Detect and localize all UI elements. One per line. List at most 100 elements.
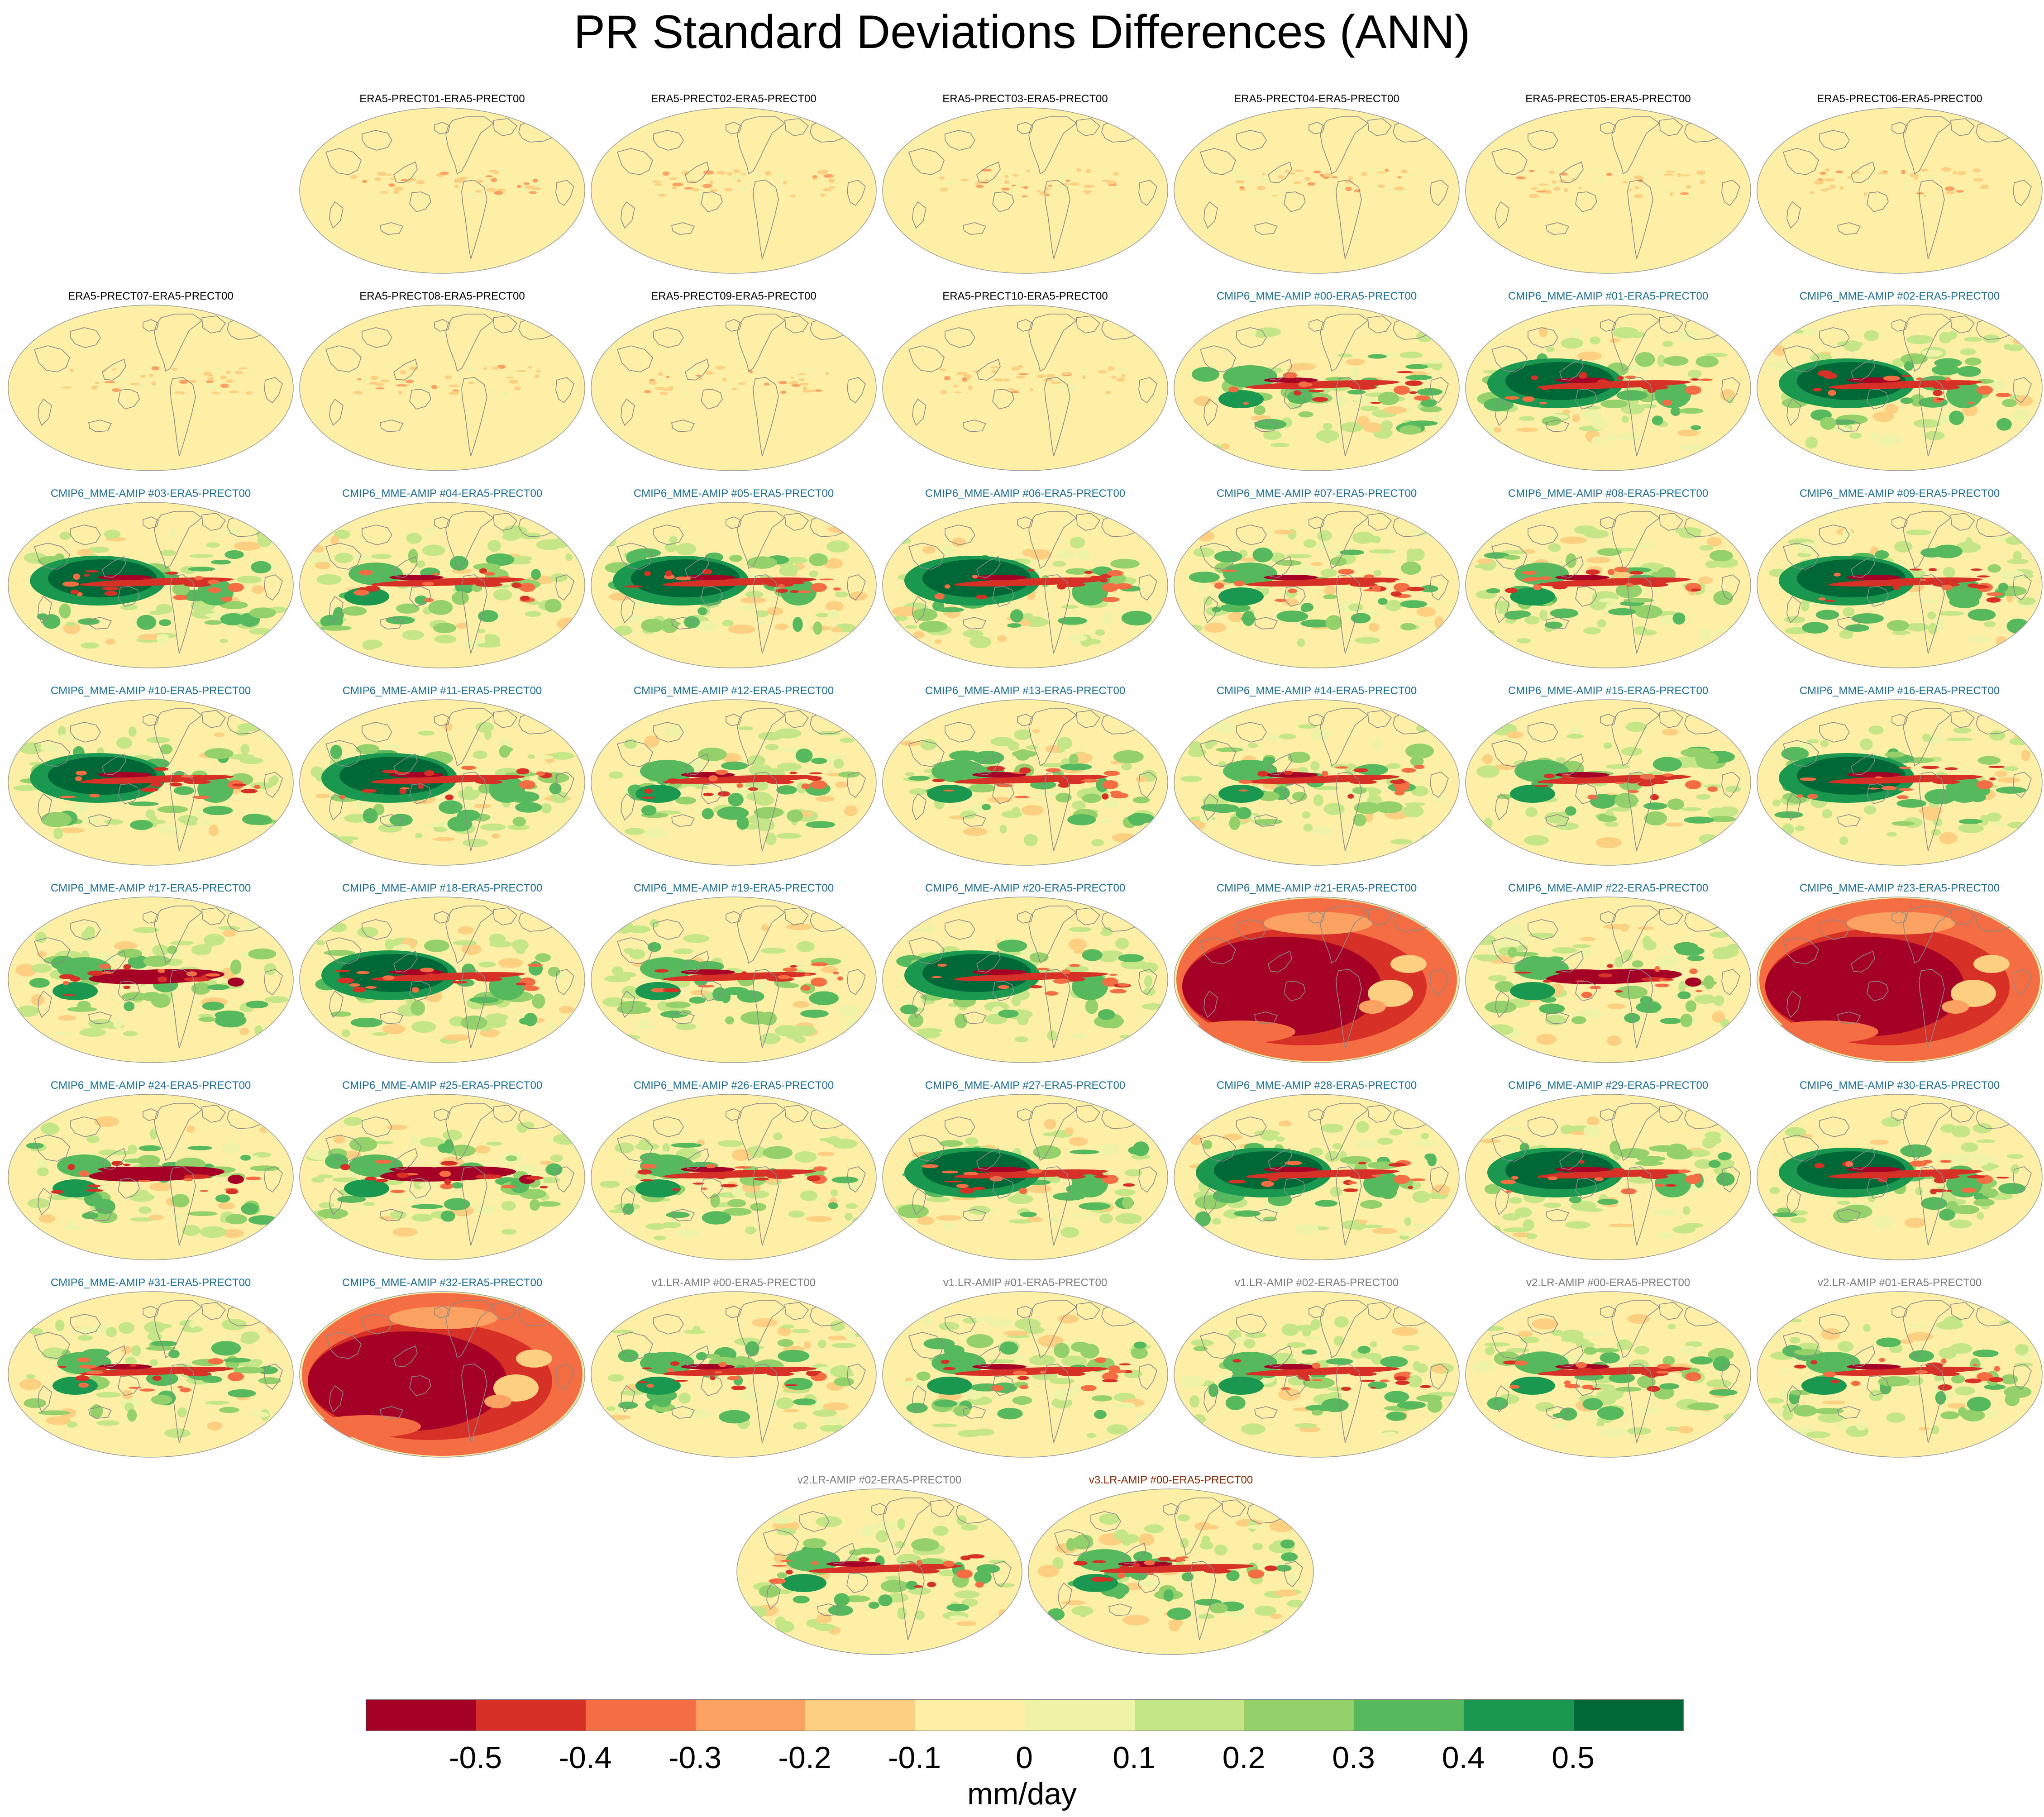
coastline bbox=[1028, 116, 1077, 175]
coastline bbox=[945, 327, 975, 348]
panel-title: CMIP6_MME-AMIP #10-ERA5-PRECT00 bbox=[50, 685, 251, 697]
colorbar-cell bbox=[805, 1700, 915, 1731]
coastline bbox=[616, 345, 653, 372]
coastline bbox=[1600, 1306, 1616, 1318]
coastline bbox=[445, 906, 494, 964]
colorbar-cell bbox=[915, 1700, 1025, 1731]
map-outline bbox=[1757, 1094, 2043, 1260]
coastline bbox=[1491, 543, 1528, 570]
panel-title: CMIP6_MME-AMIP #12-ERA5-PRECT00 bbox=[633, 685, 834, 697]
coastline bbox=[1782, 1332, 1819, 1359]
map-outline bbox=[736, 1488, 1022, 1655]
map-panel: CMIP6_MME-AMIP #23-ERA5-PRECT00 bbox=[1756, 881, 2043, 1064]
coastline bbox=[726, 1108, 742, 1121]
map-panel: CMIP6_MME-AMIP #29-ERA5-PRECT00 bbox=[1465, 1078, 1752, 1261]
coastline bbox=[653, 130, 684, 151]
robinson-map bbox=[591, 305, 877, 471]
coastline bbox=[102, 556, 126, 578]
coastline bbox=[912, 596, 926, 624]
coastline bbox=[653, 919, 684, 940]
map-outline bbox=[299, 107, 585, 274]
colorbar-tick-label: 0.5 bbox=[1552, 1741, 1595, 1775]
coastline bbox=[992, 1178, 1014, 1199]
coastline bbox=[847, 772, 866, 798]
coastline bbox=[992, 981, 1014, 1001]
coastline bbox=[118, 1178, 140, 1199]
coastline bbox=[1659, 1105, 1684, 1123]
coastline bbox=[1495, 1385, 1509, 1413]
coastline bbox=[1950, 315, 1975, 334]
colorbar-cell bbox=[1464, 1700, 1574, 1731]
coastline bbox=[434, 1306, 450, 1318]
map-panel: CMIP6_MME-AMIP #05-ERA5-PRECT00 bbox=[590, 486, 877, 669]
coastline bbox=[1721, 772, 1740, 798]
coastline bbox=[1786, 1187, 1801, 1216]
robinson-map bbox=[1174, 897, 1460, 1063]
panel-title: v1.LR-AMIP #02-ERA5-PRECT00 bbox=[1234, 1277, 1399, 1289]
coastline bbox=[1430, 969, 1449, 996]
coastline bbox=[1950, 907, 1975, 925]
coastline bbox=[945, 1116, 975, 1137]
map-outline bbox=[8, 305, 294, 471]
coastline bbox=[1837, 814, 1861, 827]
coastline bbox=[737, 1103, 786, 1161]
robinson-map bbox=[591, 107, 877, 274]
coastline bbox=[1076, 513, 1101, 531]
coastline bbox=[1254, 814, 1278, 827]
coastline bbox=[555, 1166, 574, 1193]
coastline bbox=[1336, 772, 1362, 851]
coastline bbox=[1575, 981, 1597, 1001]
coastline bbox=[393, 358, 418, 381]
coastline bbox=[1559, 1148, 1584, 1170]
coastline bbox=[1284, 981, 1306, 1001]
coastline bbox=[445, 1300, 494, 1359]
coastline bbox=[908, 1332, 945, 1359]
robinson-map bbox=[8, 897, 294, 1063]
map-outline bbox=[1174, 699, 1460, 866]
coastline bbox=[1430, 772, 1449, 798]
coastline bbox=[908, 1135, 945, 1162]
coastline bbox=[1284, 586, 1306, 607]
coastline bbox=[685, 556, 709, 578]
coastline bbox=[329, 1187, 344, 1216]
coastline bbox=[963, 222, 987, 235]
coastline bbox=[1336, 1364, 1362, 1443]
coastline bbox=[1491, 740, 1528, 767]
map-outline bbox=[1465, 305, 1751, 471]
coastline bbox=[701, 191, 723, 212]
panel-title: v3.LR-AMIP #00-ERA5-PRECT00 bbox=[1089, 1474, 1253, 1486]
coastline bbox=[976, 753, 1001, 775]
map-panel: CMIP6_MME-AMIP #00-ERA5-PRECT00 bbox=[1173, 289, 1460, 472]
map-outline bbox=[1174, 897, 1460, 1063]
robinson-map bbox=[591, 897, 877, 1063]
robinson-map bbox=[736, 1488, 1022, 1655]
coastline bbox=[963, 1209, 987, 1221]
coastline bbox=[1122, 1542, 1146, 1564]
coastline bbox=[461, 1364, 487, 1443]
coastline bbox=[1659, 710, 1684, 728]
coastline bbox=[1851, 753, 1875, 775]
coastline bbox=[1058, 1582, 1072, 1610]
colorbar-cell bbox=[1573, 1700, 1683, 1731]
coastline bbox=[201, 315, 226, 334]
coastline bbox=[671, 617, 695, 630]
coastline bbox=[1138, 1364, 1157, 1390]
coastline bbox=[1546, 1209, 1570, 1221]
coastline bbox=[847, 1166, 866, 1193]
coastline bbox=[784, 118, 809, 136]
coastline bbox=[1320, 708, 1369, 767]
coastline bbox=[325, 543, 362, 570]
panel-title: ERA5-PRECT07-ERA5-PRECT00 bbox=[68, 290, 234, 302]
coastline bbox=[264, 1364, 283, 1390]
panel-title: ERA5-PRECT04-ERA5-PRECT00 bbox=[1234, 93, 1399, 105]
coastline bbox=[33, 1332, 70, 1359]
map-outline bbox=[1465, 502, 1751, 668]
colorbar-cell bbox=[366, 1700, 476, 1731]
coastline bbox=[1108, 1603, 1132, 1616]
coastline bbox=[1309, 516, 1325, 529]
coastline bbox=[102, 1345, 126, 1367]
coastline bbox=[1786, 990, 1801, 1018]
map-outline bbox=[8, 897, 294, 1063]
coastline bbox=[1867, 389, 1889, 410]
coastline bbox=[616, 740, 653, 767]
